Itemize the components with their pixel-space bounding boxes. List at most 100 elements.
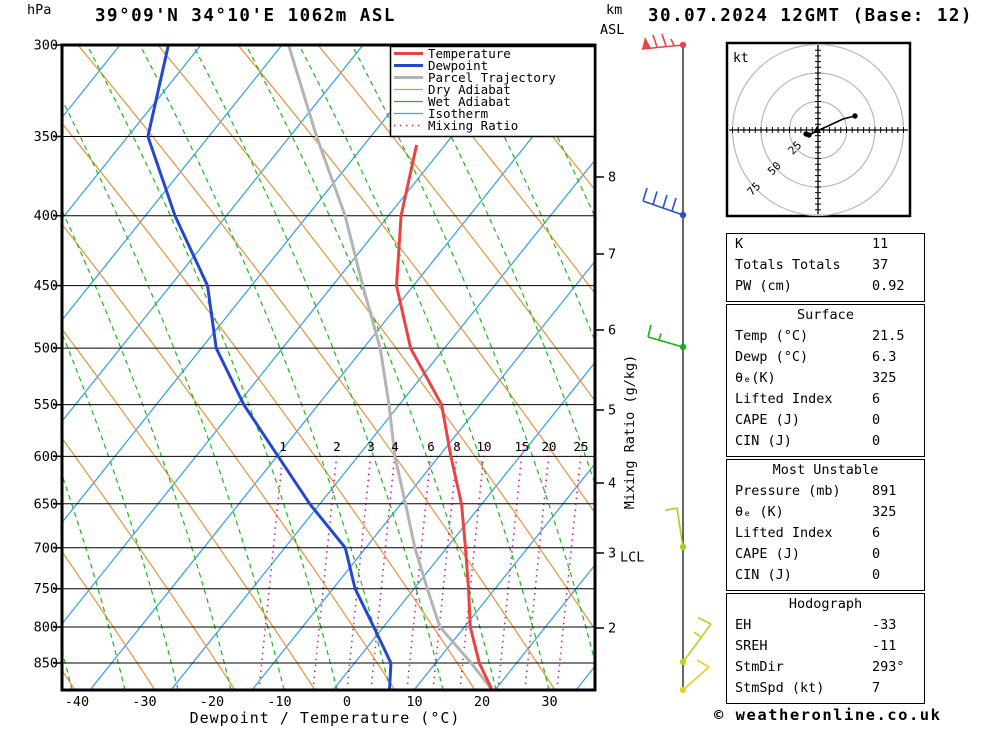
wind-barb-dot xyxy=(679,211,687,219)
legend-box xyxy=(389,45,596,138)
wind-barb-flag xyxy=(642,37,651,49)
wind-barb-feather xyxy=(696,659,710,668)
wet-adiabat-line xyxy=(510,45,595,219)
wind-barb-staff xyxy=(682,666,710,691)
pressure-tick-label: 300 xyxy=(34,38,58,54)
pressure-tick-label: 400 xyxy=(34,208,58,224)
temperature-curve xyxy=(395,144,494,690)
info-section-most-unstable: Most Unstable Pressure (mb) 891 θₑ (K) 325 Li… xyxy=(726,459,925,591)
legend-label: Isotherm xyxy=(428,106,488,121)
pressure-tick-label: 650 xyxy=(34,496,58,512)
legend-label: Wet Adiabat xyxy=(428,94,511,109)
mixing-ratio-line xyxy=(524,442,551,690)
info-label: PW (cm) xyxy=(735,278,792,294)
wind-barb-feather xyxy=(652,191,658,205)
mixing-ratio-label: 6 xyxy=(427,439,435,454)
wind-barb-staff xyxy=(682,623,712,663)
isotherm-line xyxy=(89,57,595,690)
info-label: EH xyxy=(735,617,752,633)
info-label: CIN (J) xyxy=(735,433,792,449)
info-row: θₑ(K) 325 xyxy=(727,368,924,389)
info-value: 21.5 xyxy=(872,328,905,344)
dry-adiabat-line xyxy=(62,122,476,690)
isotherm-line xyxy=(62,45,121,119)
info-label: Pressure (mb) xyxy=(735,483,841,499)
wind-barb-feather xyxy=(670,38,675,46)
info-value: 0 xyxy=(872,546,881,562)
info-row: Lifted Index 6 xyxy=(727,389,924,410)
info-section-surface: Surface Temp (°C) 21.5 Dewp (°C) 6.3 θₑ(K) 325… xyxy=(726,304,925,457)
x-axis-title: Dewpoint / Temperature (°C) xyxy=(190,709,461,727)
isotherm-line xyxy=(62,45,283,322)
info-value: 0 xyxy=(872,433,881,449)
dry-adiabat-line xyxy=(62,437,236,690)
wind-barb-feather xyxy=(664,507,678,512)
legend-label: Temperature xyxy=(428,46,511,61)
hodograph-dot xyxy=(806,132,812,138)
temp-tick-label: -40 xyxy=(65,694,89,710)
km-tick-label: 8 xyxy=(608,170,616,186)
parcel-trajectory-curve xyxy=(287,45,494,690)
dewpoint-curve xyxy=(146,45,393,690)
info-value: 891 xyxy=(872,483,897,499)
info-row: CIN (J) 0 xyxy=(727,565,924,586)
wind-barb-feather xyxy=(642,187,648,202)
info-label: Lifted Index xyxy=(735,391,833,407)
info-label: SREH xyxy=(735,638,768,654)
mixing-ratio-label: 20 xyxy=(541,439,556,454)
temp-tick-label: -20 xyxy=(200,694,224,710)
info-value: 0 xyxy=(872,412,881,428)
pressure-tick-label: 450 xyxy=(34,278,58,294)
isotherm-line xyxy=(413,462,595,690)
pressure-tick-label: 850 xyxy=(34,655,58,671)
wind-barb xyxy=(642,187,687,219)
mixing-ratio-label: 25 xyxy=(573,439,588,454)
station-title: 39°09'N 34°10'E 1062m ASL xyxy=(95,6,396,26)
asl-unit-label: ASL xyxy=(600,22,625,38)
wind-barb-feather xyxy=(697,616,712,625)
km-tick-label: 3 xyxy=(608,546,616,562)
wet-adiabat-line xyxy=(62,209,232,690)
wet-adiabat-line xyxy=(86,45,338,690)
legend-label: Parcel Trajectory xyxy=(428,70,556,85)
info-row: PW (cm) 0.92 xyxy=(727,276,924,297)
wind-barb-feather xyxy=(662,194,668,209)
dry-adiabat-line xyxy=(157,45,595,631)
mixing-ratio-label: 3 xyxy=(367,439,375,454)
wet-adiabat-line xyxy=(192,45,444,690)
wind-barb xyxy=(647,324,687,351)
info-value: 6 xyxy=(872,391,881,407)
wind-barb xyxy=(641,33,687,50)
info-row: SREH -11 xyxy=(727,636,924,657)
legend-label: Dry Adiabat xyxy=(428,82,511,97)
km-tick-label: 5 xyxy=(608,403,616,419)
info-label: Lifted Index xyxy=(735,525,833,541)
mixing-ratio-label: 1 xyxy=(279,439,287,454)
mixing-ratio-line xyxy=(312,442,339,690)
mixing-ratio-label: 8 xyxy=(453,439,461,454)
dry-adiabat-line xyxy=(237,45,595,514)
skewt-background xyxy=(62,45,595,690)
wind-barb-staff xyxy=(676,507,684,548)
wet-adiabat-line xyxy=(62,98,285,690)
info-label: StmDir xyxy=(735,659,784,675)
temp-tick-label: 30 xyxy=(541,694,557,710)
info-value: 37 xyxy=(872,257,889,273)
dry-adiabat-line xyxy=(62,328,316,690)
mixing-ratio-line xyxy=(556,442,583,690)
info-value: 0 xyxy=(872,567,881,583)
temp-tick-label: 20 xyxy=(474,694,490,710)
info-section-title: Surface xyxy=(797,307,854,323)
wet-adiabat-line xyxy=(298,45,550,690)
datetime-title: 30.07.2024 12GMT (Base: 12) xyxy=(648,6,973,26)
info-row: Dewp (°C) 6.3 xyxy=(727,347,924,368)
info-value: 6 xyxy=(872,525,881,541)
wind-barb-feather xyxy=(671,197,677,212)
info-value: 0.92 xyxy=(872,278,905,294)
info-section: K 11 Totals Totals 37 PW (cm) 0.92 xyxy=(726,233,925,302)
wind-barb-feather xyxy=(658,333,662,341)
isotherm-line xyxy=(62,45,526,625)
